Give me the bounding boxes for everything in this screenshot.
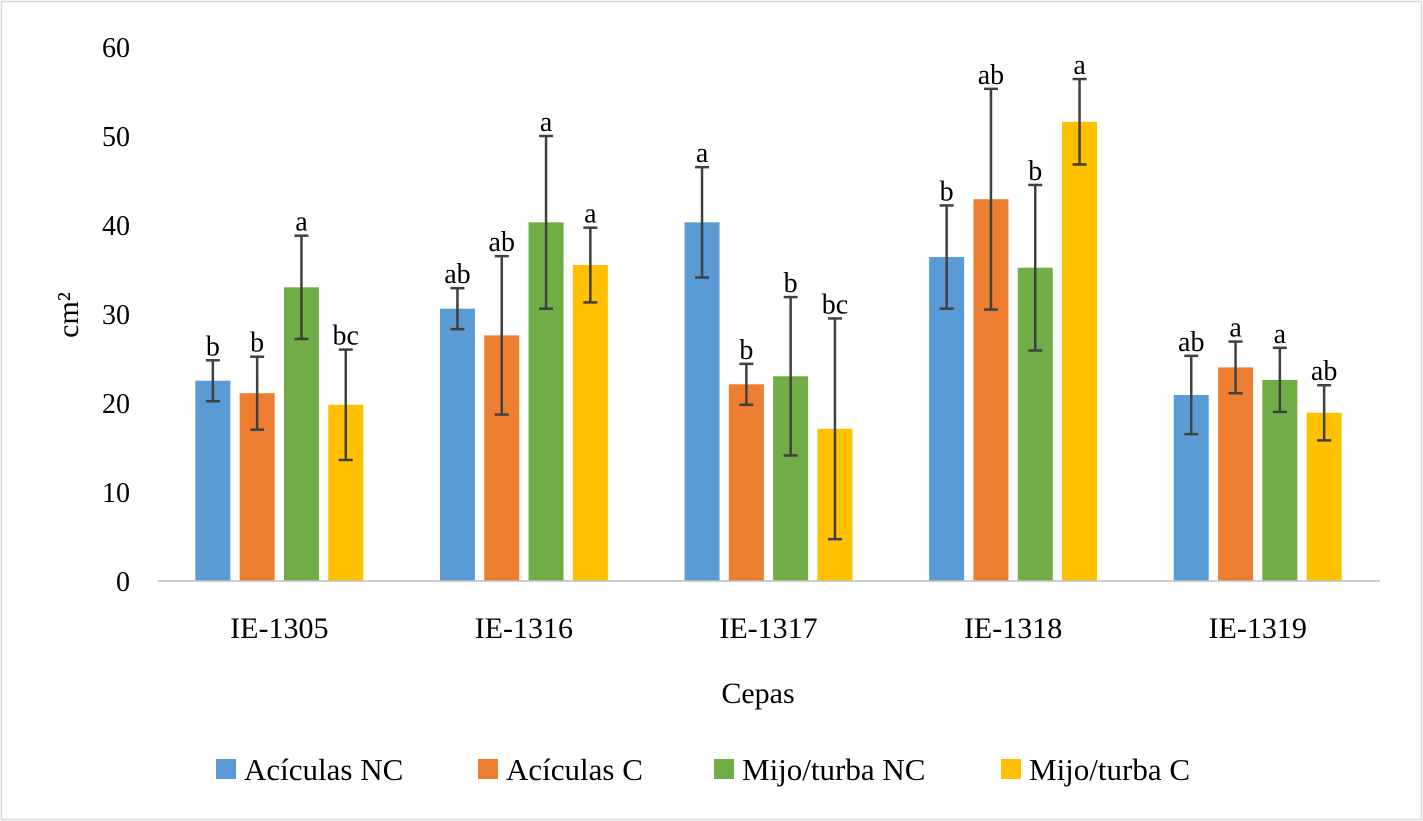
significance-letter: a <box>696 138 709 169</box>
y-tick-label: 10 <box>102 478 130 509</box>
legend-item: Mijo/turba NC <box>714 752 925 787</box>
bars-group <box>195 121 1342 581</box>
significance-letter: a <box>295 207 308 238</box>
error-bar <box>1228 340 1243 395</box>
legend: Acículas NC Acículas C Mijo/turba NC Mijo/t… <box>216 752 1190 787</box>
legend-item: Acículas NC <box>216 752 403 787</box>
y-tick-label: 50 <box>102 122 130 153</box>
significance-letter: a <box>1073 50 1086 81</box>
significance-letter: a <box>540 107 553 138</box>
y-tick-label: 20 <box>102 389 130 420</box>
bar <box>1262 379 1298 581</box>
bar <box>1218 367 1254 581</box>
x-category-label: IE-1318 <box>964 612 1062 645</box>
significance-letter: b <box>250 328 264 359</box>
significance-letter: bc <box>333 321 359 352</box>
legend-item: Acículas C <box>478 752 643 787</box>
x-category-label: IE-1316 <box>475 612 573 645</box>
y-axis-title: cm² <box>52 292 85 338</box>
error-bar <box>1028 183 1043 352</box>
bar <box>195 380 231 581</box>
legend-swatch <box>216 759 236 779</box>
significance-letter: a <box>1229 313 1242 344</box>
legend-item: Mijo/turba C <box>1001 752 1190 787</box>
error-bar <box>739 362 754 407</box>
significance-letter: ab <box>1178 327 1204 358</box>
legend-label: Mijo/turba NC <box>742 752 925 787</box>
legend-label: Acículas C <box>506 752 643 787</box>
bar <box>728 384 764 581</box>
y-axis-ticks: 0 10 20 30 40 50 60 <box>102 33 130 598</box>
significance-letter: ab <box>1311 356 1337 387</box>
error-bar <box>494 254 509 416</box>
error-bars-group <box>205 77 1332 541</box>
significance-letter: a <box>1274 319 1287 350</box>
significance-letter: b <box>940 176 954 207</box>
error-bar <box>1072 77 1087 166</box>
legend-label: Acículas NC <box>244 752 403 787</box>
error-bar <box>827 317 842 541</box>
error-bar <box>695 165 710 279</box>
error-bar <box>939 204 954 310</box>
y-tick-label: 40 <box>102 211 130 242</box>
y-tick-label: 0 <box>116 567 130 598</box>
bar <box>684 222 720 581</box>
x-axis-category-labels: IE-1305 IE-1316 IE-1317 IE-1318 IE-1319 <box>230 612 1307 645</box>
error-bar <box>1272 346 1287 414</box>
x-axis-title: Cepas <box>721 677 794 710</box>
error-bar <box>450 286 465 331</box>
y-tick-label: 60 <box>102 33 130 64</box>
error-bar <box>539 134 554 310</box>
significance-letter: ab <box>444 259 470 290</box>
error-bar <box>294 234 309 341</box>
x-category-label: IE-1305 <box>230 612 328 645</box>
significance-letter: bc <box>822 289 848 320</box>
bar <box>1062 121 1098 581</box>
bar <box>929 257 965 581</box>
error-bar <box>338 348 353 462</box>
bar <box>572 265 608 581</box>
error-bar <box>1184 354 1199 436</box>
bar <box>439 308 475 581</box>
significance-letter: b <box>206 331 220 362</box>
significance-letter: a <box>584 199 597 230</box>
error-bar <box>983 87 998 311</box>
error-bar <box>250 355 265 431</box>
error-bar <box>205 359 220 403</box>
y-tick-label: 30 <box>102 300 130 331</box>
legend-label: Mijo/turba C <box>1029 752 1190 787</box>
legend-swatch <box>714 759 734 779</box>
significance-letter: ab <box>489 227 515 258</box>
legend-swatch <box>478 759 498 779</box>
legend-swatch <box>1001 759 1021 779</box>
significance-letter: b <box>784 268 798 299</box>
error-bar <box>583 226 598 304</box>
x-category-label: IE-1317 <box>719 612 817 645</box>
error-bar <box>1317 383 1332 442</box>
significance-letter: b <box>739 335 753 366</box>
significance-letter: b <box>1028 156 1042 187</box>
error-bar <box>783 295 798 457</box>
significance-letter: ab <box>978 60 1004 91</box>
x-category-label: IE-1319 <box>1209 612 1307 645</box>
